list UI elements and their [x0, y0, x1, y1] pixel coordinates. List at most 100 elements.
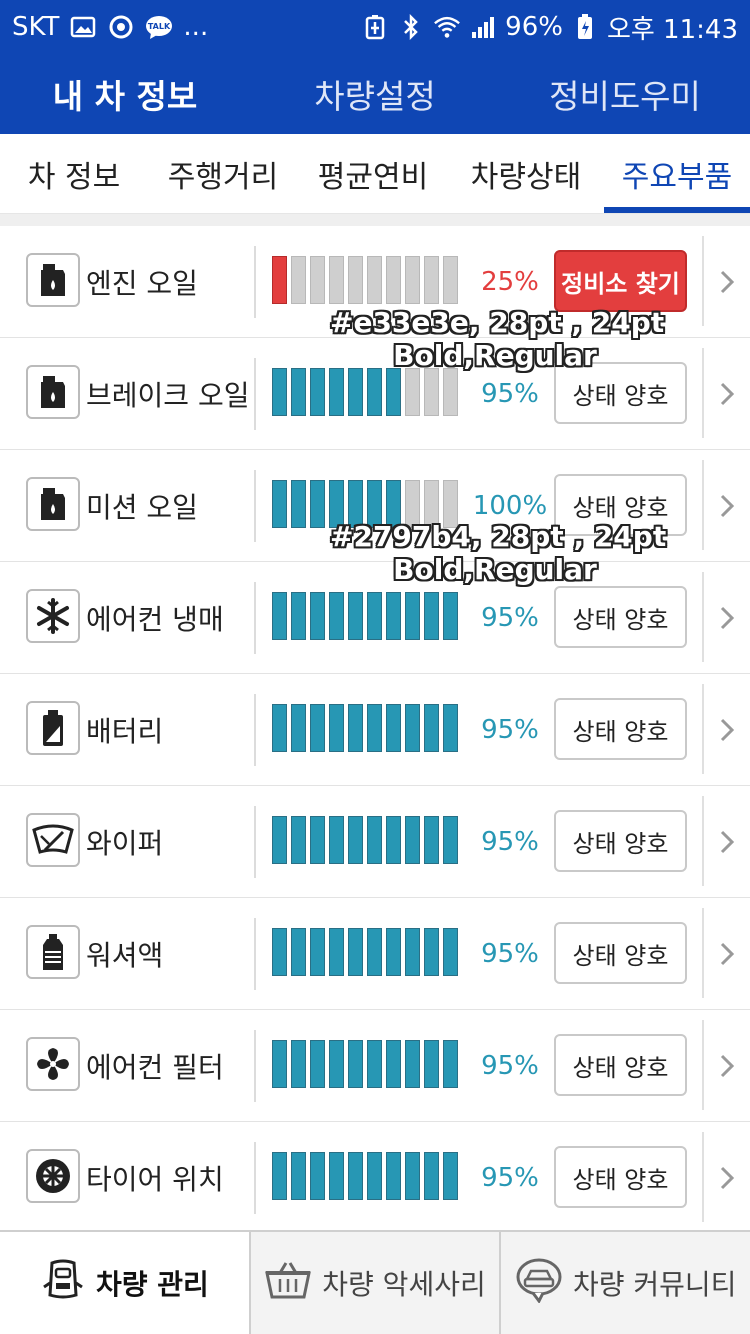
level-bar [272, 928, 458, 976]
level-percent: 95% [481, 603, 539, 633]
level-segment [367, 928, 382, 976]
level-segment [386, 1040, 401, 1088]
level-segment [329, 480, 344, 528]
level-segment [272, 1152, 287, 1200]
level-bar [272, 256, 458, 304]
tab-car-settings[interactable]: 차량설정 [314, 77, 436, 116]
level-segment [310, 1152, 325, 1200]
level-percent: 95% [481, 1163, 539, 1193]
level-bar [272, 480, 458, 528]
oil-can-icon [26, 253, 80, 307]
status-good-button[interactable]: 상태 양호 [554, 1146, 687, 1208]
tire-icon [26, 1149, 80, 1203]
level-segment [310, 704, 325, 752]
divider [254, 694, 256, 766]
level-segment [424, 368, 439, 416]
status-good-button[interactable]: 상태 양호 [554, 1034, 687, 1096]
level-segment [329, 816, 344, 864]
divider [254, 246, 256, 318]
level-segment [291, 592, 306, 640]
level-segment [272, 704, 287, 752]
subtab-main-parts[interactable]: 주요부품 [604, 134, 750, 213]
part-name: 와이퍼 [86, 827, 164, 860]
list-item-brake-oil[interactable]: 브레이크 오일 95% 상태 양호 [0, 338, 750, 450]
chevron-right-icon[interactable] [716, 600, 738, 636]
level-bar [272, 592, 458, 640]
status-bar: SKT TALK ... 96% 오후 11:43 [0, 0, 750, 54]
subtab-car-info[interactable]: 차 정보 [27, 159, 121, 195]
nav-car-community[interactable]: 차량 커뮤니티 [501, 1232, 750, 1334]
battery-percent: 96% [505, 12, 563, 42]
level-bar [272, 816, 458, 864]
annotation-blue-spec: #2797b4, 28pt , 24pt Bold,Regular [330, 520, 666, 586]
part-name: 타이어 위치 [86, 1163, 224, 1196]
level-segment [272, 1040, 287, 1088]
status-good-button[interactable]: 상태 양호 [554, 586, 687, 648]
parts-list: 엔진 오일 25% 정비소 찾기 브레이크 오일 95% 상태 양호 미션 오일… [0, 226, 750, 1234]
divider [254, 1030, 256, 1102]
chevron-right-icon[interactable] [716, 1048, 738, 1084]
divider [702, 348, 704, 438]
nav-label: 차량 커뮤니티 [572, 1268, 737, 1301]
list-item-ac-refrigerant[interactable]: 에어컨 냉매 95% 상태 양호 [0, 562, 750, 674]
level-segment [291, 256, 306, 304]
status-good-button[interactable]: 상태 양호 [554, 810, 687, 872]
chevron-right-icon[interactable] [716, 264, 738, 300]
level-segment [329, 256, 344, 304]
battery-icon [571, 13, 599, 41]
subtab-vehicle-status[interactable]: 차량상태 [470, 159, 582, 195]
level-segment [443, 592, 458, 640]
annotation-line: Bold,Regular [393, 553, 597, 586]
level-bar [272, 368, 458, 416]
chevron-right-icon[interactable] [716, 936, 738, 972]
level-segment [272, 592, 287, 640]
level-segment [443, 480, 458, 528]
list-item-transmission-oil[interactable]: 미션 오일 100% 상태 양호 [0, 450, 750, 562]
chevron-right-icon[interactable] [716, 824, 738, 860]
annotation-line: #e33e3e, 28pt , 24pt [330, 306, 665, 339]
chevron-right-icon[interactable] [716, 488, 738, 524]
chevron-right-icon[interactable] [716, 376, 738, 412]
level-segment [386, 592, 401, 640]
level-segment [348, 592, 363, 640]
status-left: SKT TALK ... [12, 12, 208, 42]
level-segment [367, 592, 382, 640]
level-segment [348, 816, 363, 864]
subtab-fuel-economy[interactable]: 평균연비 [317, 159, 429, 195]
level-segment [291, 816, 306, 864]
level-segment [424, 928, 439, 976]
status-good-button[interactable]: 상태 양호 [554, 698, 687, 760]
chevron-right-icon[interactable] [716, 712, 738, 748]
annotation-line: Bold,Regular [393, 339, 597, 372]
status-good-button[interactable]: 상태 양호 [554, 362, 687, 424]
status-right: 96% 오후 11:43 [361, 9, 738, 46]
list-item-washer-fluid[interactable]: 워셔액 95% 상태 양호 [0, 898, 750, 1010]
tab-maintenance-helper[interactable]: 정비도우미 [549, 77, 701, 116]
level-segment [310, 256, 325, 304]
level-segment [310, 816, 325, 864]
list-item-ac-filter[interactable]: 에어컨 필터 95% 상태 양호 [0, 1010, 750, 1122]
level-segment [405, 480, 420, 528]
level-segment [386, 256, 401, 304]
list-item-battery[interactable]: 배터리 95% 상태 양호 [0, 674, 750, 786]
tab-my-car[interactable]: 내 차 정보 [52, 77, 198, 116]
car-manage-icon [40, 1257, 86, 1310]
level-segment [443, 368, 458, 416]
level-segment [405, 592, 420, 640]
level-segment [405, 816, 420, 864]
find-repair-shop-button[interactable]: 정비소 찾기 [554, 250, 687, 312]
subtab-mileage[interactable]: 주행거리 [167, 159, 279, 195]
level-segment [405, 1152, 420, 1200]
divider [702, 1020, 704, 1110]
level-segment [291, 1152, 306, 1200]
wiper-icon [26, 813, 80, 867]
status-good-button[interactable]: 상태 양호 [554, 922, 687, 984]
list-item-wiper[interactable]: 와이퍼 95% 상태 양호 [0, 786, 750, 898]
divider [254, 470, 256, 542]
nav-car-management[interactable]: 차량 관리 [0, 1232, 251, 1334]
chevron-right-icon[interactable] [716, 1160, 738, 1196]
status-good-button[interactable]: 상태 양호 [554, 474, 687, 536]
nav-car-accessories[interactable]: 차량 악세사리 [251, 1232, 502, 1334]
list-item-tire-position[interactable]: 타이어 위치 95% 상태 양호 [0, 1122, 750, 1234]
list-item-engine-oil[interactable]: 엔진 오일 25% 정비소 찾기 [0, 226, 750, 338]
